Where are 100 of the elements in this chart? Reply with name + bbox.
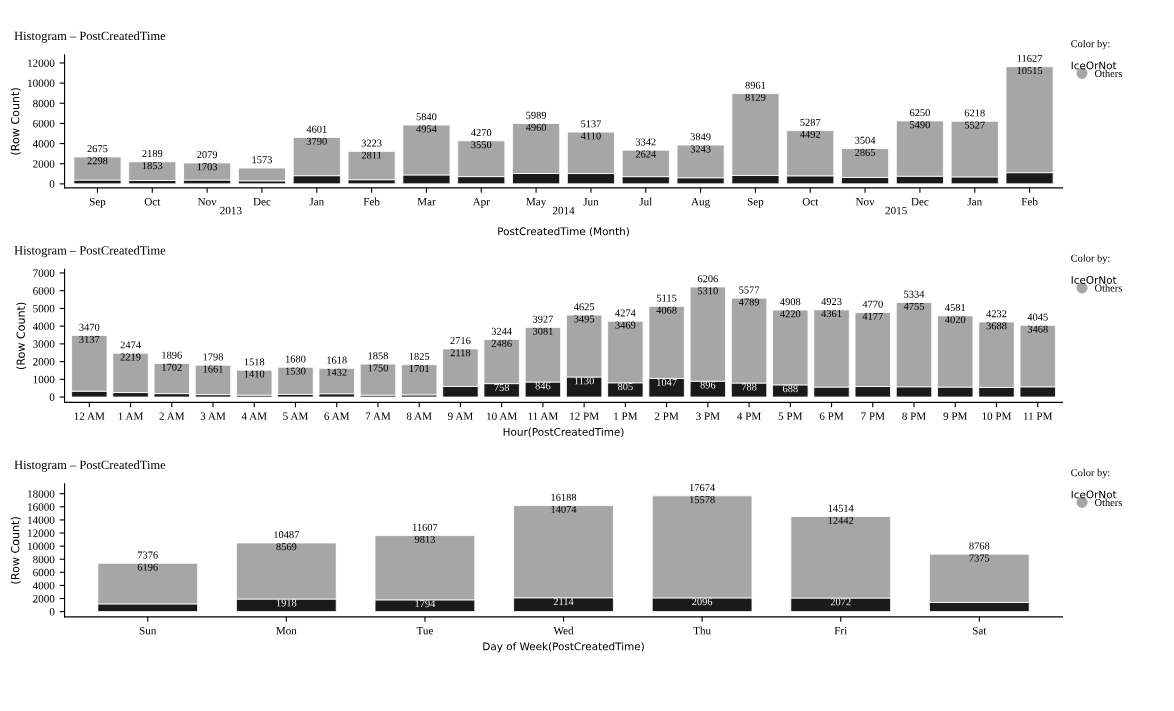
total-label: 3504 <box>855 136 876 144</box>
total-label: 10487 <box>274 531 300 539</box>
x-tick-label: 11 AM <box>528 412 558 420</box>
data-label: 1410 <box>244 370 265 378</box>
y-axis-title: (Row Count) <box>16 302 27 370</box>
legend-title: Color by: <box>1071 468 1110 479</box>
x-tick-label: Oct <box>802 197 819 206</box>
data-label: 1918 <box>276 599 297 607</box>
text: IceOrNot <box>1071 276 1117 284</box>
data-label: 4789 <box>738 298 760 306</box>
data-label: 1702 <box>162 363 182 371</box>
y-tick-label: 8000 <box>33 555 55 564</box>
data-label: 846 <box>535 382 551 390</box>
total-label: 8961 <box>745 81 766 89</box>
total-label: 1798 <box>203 353 224 361</box>
total-label: 5989 <box>526 111 547 119</box>
y-tick-label: 7000 <box>33 269 55 277</box>
x-tick-label: 3 PM <box>696 412 720 420</box>
data-label: 1432 <box>327 368 347 376</box>
y-tick-label: 3000 <box>33 340 55 348</box>
x-tick-label: Dec <box>253 198 271 206</box>
data-label: 8129 <box>745 93 766 101</box>
data-label: 3243 <box>690 145 711 153</box>
chart-title: Histogram – PostCreatedTime <box>14 460 166 472</box>
x-tick-label: 5 PM <box>778 412 803 420</box>
data-label: 2298 <box>87 157 108 165</box>
total-label: 1680 <box>285 355 306 363</box>
total-label: 4581 <box>945 304 966 312</box>
total-label: 4232 <box>986 310 1007 318</box>
data-label: 2486 <box>491 339 512 347</box>
x-tick-label: 4 PM <box>737 412 761 420</box>
data-label: 788 <box>741 383 757 391</box>
data-label: 1047 <box>657 378 677 386</box>
total-label: 16188 <box>551 493 577 501</box>
data-label: 1530 <box>285 367 306 375</box>
total-label: 6218 <box>964 109 985 117</box>
data-label: 2624 <box>635 150 657 158</box>
text: 2014 <box>552 206 575 215</box>
x-axis-title: Day of Week(PostCreatedTime) <box>483 642 644 653</box>
x-tick-label: Apr <box>472 197 490 208</box>
y-tick-label: 4000 <box>32 140 55 148</box>
y-tick-label: 6000 <box>33 568 55 577</box>
x-tick-label: 5 AM <box>283 412 308 420</box>
x-tick-label: Thu <box>693 626 711 635</box>
total-label: 3244 <box>491 327 512 335</box>
x-tick-label: Sun <box>139 626 157 635</box>
x-tick-label: 9 AM <box>447 412 473 420</box>
total-label: 3927 <box>532 315 554 323</box>
x-tick-label: 7 PM <box>861 412 885 420</box>
total-label: 4601 <box>306 125 327 133</box>
x-tick-label: 2 AM <box>159 412 185 420</box>
x-tick-label: Aug <box>691 197 710 208</box>
total-label: 17674 <box>690 484 715 492</box>
total-label: 11627 <box>1017 54 1043 62</box>
x-tick-label: 7 AM <box>365 412 391 420</box>
x-tick-label: Jul <box>639 197 653 206</box>
x-tick-label: 12 AM <box>74 412 105 420</box>
total-label: 5115 <box>656 294 677 302</box>
y-tick-label: 8000 <box>33 99 55 108</box>
data-label: 5310 <box>698 287 718 295</box>
x-axis-title: Hour(PostCreatedTime) <box>503 427 624 438</box>
total-label: 11607 <box>413 523 438 531</box>
x-tick-label: Tue <box>416 627 433 635</box>
total-label: 2675 <box>87 145 108 153</box>
data-label: 5527 <box>964 121 985 129</box>
x-tick-label: 2 PM <box>654 412 679 420</box>
y-tick-label: 6000 <box>33 287 55 295</box>
x-tick-label: Fri <box>834 626 847 635</box>
x-tick-label: Sat <box>972 626 987 635</box>
x-tick-label: Jun <box>583 198 599 206</box>
data-label: 4755 <box>903 302 925 310</box>
data-label: 1794 <box>415 600 436 608</box>
y-tick-label: 2000 <box>33 160 55 168</box>
total-label: 5137 <box>581 120 602 128</box>
data-label: 4492 <box>800 130 821 138</box>
data-label: 896 <box>700 381 716 389</box>
total-label: 14514 <box>828 504 854 512</box>
total-label: 3470 <box>79 323 100 331</box>
total-label: 4270 <box>471 129 492 137</box>
x-tick-label: Jan <box>967 198 982 206</box>
x-tick-label: Nov <box>855 198 875 206</box>
x-axis-title: PostCreatedTime (Month) <box>498 227 629 237</box>
x-tick-label: 1 PM <box>614 412 638 420</box>
y-tick-label: 12000 <box>28 59 55 67</box>
data-label: 2114 <box>553 598 574 605</box>
data-label: 4954 <box>416 125 437 133</box>
x-tick-label: 12 PM <box>570 412 599 420</box>
x-tick-label: 8 AM <box>406 412 432 420</box>
data-label: 2865 <box>855 148 876 156</box>
data-label: 10515 <box>1017 67 1043 75</box>
legend-label: Others <box>1094 498 1122 507</box>
y-tick-label: 14000 <box>28 516 55 524</box>
total-label: 2079 <box>197 151 218 159</box>
y-tick-label: 2000 <box>33 594 55 603</box>
data-label: 3790 <box>306 137 327 145</box>
total-label: 1825 <box>409 352 430 360</box>
data-label: 3495 <box>574 315 595 323</box>
data-label: 4177 <box>862 312 883 320</box>
total-label: 6206 <box>697 275 718 283</box>
total-label: 3849 <box>690 133 711 141</box>
